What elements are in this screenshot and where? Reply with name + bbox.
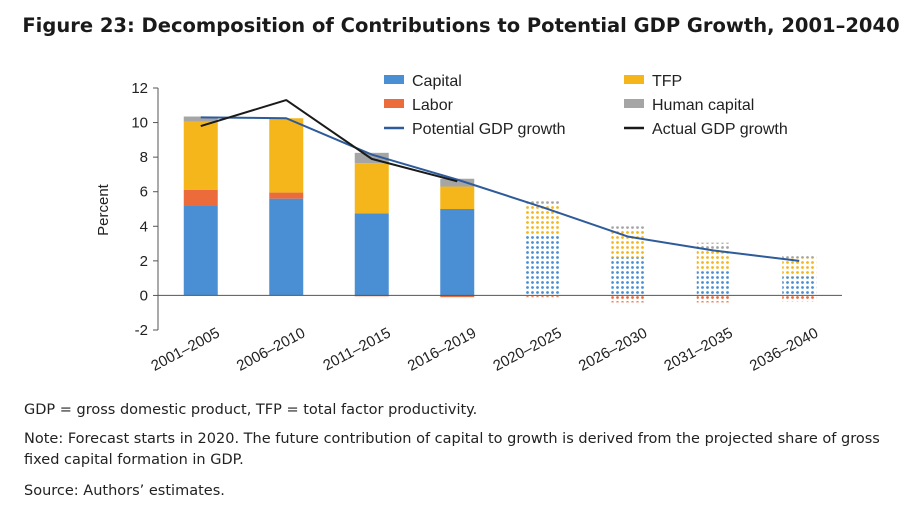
notes: GDP = gross domestic product, TFP = tota…: [24, 400, 904, 510]
legend-swatch: [624, 75, 644, 84]
bar-human-capital: [440, 178, 475, 187]
line-potential-gdp-growth: [200, 116, 800, 262]
y-tick-label: 8: [140, 149, 148, 166]
x-tick-label: 2001–2005: [148, 325, 222, 375]
legend-swatch: [384, 99, 404, 108]
forecast-note: Note: Forecast starts in 2020. The futur…: [24, 431, 880, 468]
legend-label: Labor: [412, 97, 454, 114]
bar-tfp: [269, 118, 304, 193]
source-note: Source: Authors’ estimates.: [24, 483, 225, 499]
bar-labor: [440, 295, 475, 298]
abbreviations-note: GDP = gross domestic product, TFP = tota…: [24, 402, 478, 418]
bar-tfp: [611, 231, 646, 258]
bar-tfp: [354, 163, 389, 214]
y-axis-label: Percent: [95, 183, 112, 236]
y-tick-label: 0: [140, 287, 148, 304]
y-tick-label: -2: [135, 322, 148, 339]
bar-capital: [696, 271, 731, 296]
bar-capital: [269, 198, 304, 296]
bar-capital: [782, 276, 817, 296]
bar-capital: [440, 209, 475, 296]
y-tick-label: 6: [140, 184, 148, 201]
legend-label: Capital: [412, 73, 462, 90]
x-tick-label: 2006–2010: [234, 325, 308, 375]
bar-human-capital: [525, 201, 560, 206]
bar-tfp: [440, 186, 475, 209]
bar-labor: [183, 189, 218, 206]
y-tick-label: 12: [131, 80, 148, 97]
legend-label: Potential GDP growth: [412, 121, 566, 138]
x-tick-label: 2011–2015: [320, 325, 393, 375]
bar-capital: [611, 257, 646, 296]
x-tick-label: 2020–2025: [490, 325, 564, 375]
bar-human-capital: [611, 226, 646, 232]
bar-human-capital: [696, 242, 731, 251]
bar-tfp: [525, 205, 560, 235]
bar-labor: [611, 295, 646, 303]
bar-labor: [269, 192, 304, 199]
y-tick-label: 4: [140, 218, 148, 235]
bar-capital: [183, 205, 218, 296]
legend-label: Actual GDP growth: [652, 121, 788, 138]
line-actual-gdp-growth: [200, 99, 458, 183]
x-tick-label: 2026–2030: [576, 325, 650, 375]
bar-capital: [354, 213, 389, 296]
y-tick-label: 10: [131, 115, 148, 132]
bar-human-capital: [782, 253, 817, 259]
y-tick-label: 2: [140, 253, 148, 270]
bar-capital: [525, 234, 560, 296]
bar-human-capital: [183, 116, 218, 122]
chart-title: Figure 23: Decomposition of Contribution…: [22, 14, 900, 37]
bar-labor: [525, 295, 560, 298]
x-tick-label: 2036–2040: [747, 325, 821, 375]
legend-label: Human capital: [652, 97, 754, 114]
bar-tfp: [183, 121, 218, 190]
bar-labor: [696, 295, 731, 303]
legend-label: TFP: [652, 73, 682, 90]
legend: Capital TFP Labor Human capital Potential GD…: [384, 73, 788, 138]
x-tick-label: 2016–2019: [405, 325, 479, 375]
x-tick-label: 2031–2035: [661, 325, 735, 375]
bar-tfp: [782, 258, 817, 277]
legend-swatch: [624, 99, 644, 108]
bar-labor: [782, 295, 817, 302]
legend-swatch: [384, 75, 404, 84]
bar-tfp: [696, 250, 731, 272]
